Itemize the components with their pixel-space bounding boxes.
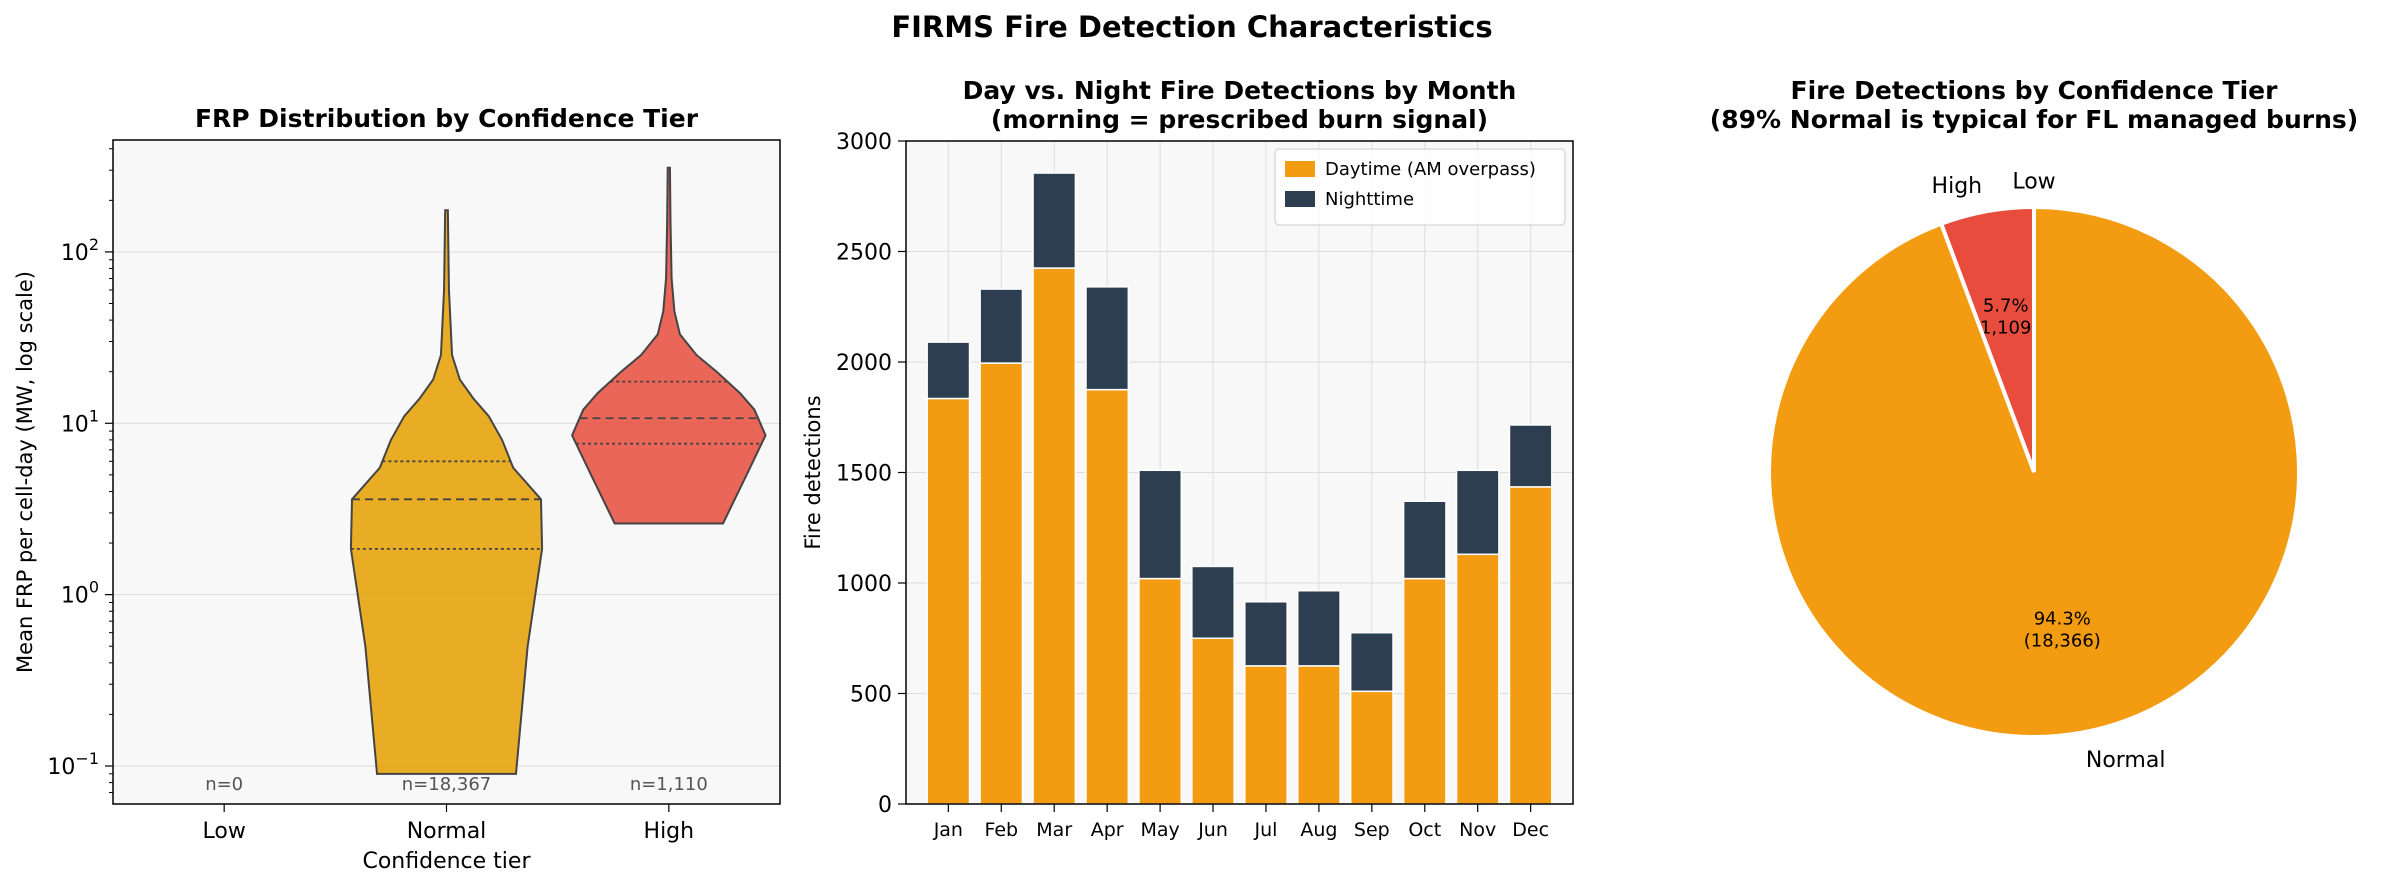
legend-label: Daytime (AM overpass)	[1325, 159, 1536, 180]
bar-night-jul	[1244, 601, 1288, 667]
bar-night-aug	[1296, 589, 1341, 667]
y-tick-label: 10−1	[47, 749, 99, 780]
bar-day-nov	[1455, 553, 1500, 805]
violin-high	[571, 166, 767, 525]
bar-night-jan	[926, 341, 971, 400]
x-tick-label: Oct	[1408, 819, 1441, 841]
x-tick-label: High	[644, 819, 695, 844]
count-label: n=0	[205, 774, 243, 795]
x-tick-label: Normal	[407, 819, 487, 844]
x-tick-label: Nov	[1459, 819, 1496, 841]
pie-slice-normal	[1767, 204, 2301, 739]
legend-swatch	[1285, 191, 1315, 207]
x-tick-label: May	[1140, 819, 1179, 841]
y-tick-label: 2500	[836, 241, 892, 266]
pie-pct-high: 5.7%	[1983, 296, 2029, 317]
bar-day-dec	[1508, 486, 1553, 805]
bar-night-sep	[1349, 631, 1394, 693]
bar-day-may	[1138, 577, 1183, 805]
chart-title: Fire Detections by Confidence Tier	[1791, 76, 2279, 105]
stacked-bar-chart: 0 500 1000 1500 2000 2500 3000 Jan Feb Mar Apr May J…	[801, 76, 1574, 841]
pie-label-normal: Normal	[2086, 748, 2166, 773]
violin-normal	[349, 209, 544, 775]
chart-subtitle: (89% Normal is typical for FL managed bu…	[1710, 105, 2358, 134]
y-tick-label: 102	[61, 235, 99, 266]
y-axis-label: Mean FRP per cell-day (MW, log scale)	[13, 271, 37, 673]
pie-label-low: Low	[2012, 170, 2055, 195]
x-tick-label: Jan	[933, 819, 963, 841]
bar-day-jan	[926, 397, 971, 805]
x-tick-label: Low	[203, 819, 246, 844]
y-tick-label: 3000	[836, 130, 892, 155]
y-tick-label: 1000	[836, 572, 892, 597]
x-axis-label: Confidence tier	[362, 849, 531, 874]
y-tick-label: 0	[878, 793, 892, 818]
chart-title: Day vs. Night Fire Detections by Month	[963, 76, 1517, 105]
bar-night-jun	[1191, 565, 1235, 639]
count-label: n=1,110	[630, 774, 708, 795]
bar-night-oct	[1402, 500, 1447, 580]
bar-day-jul	[1244, 665, 1288, 805]
x-tick-label: Jun	[1197, 819, 1228, 841]
legend-swatch	[1285, 161, 1315, 177]
pie-count-high: (1,109)	[1973, 318, 2039, 339]
x-tick-label: Apr	[1091, 819, 1124, 841]
y-tick-label: 101	[61, 406, 99, 437]
y-axis-label: Fire detections	[801, 395, 825, 549]
pie-label-high: High	[1932, 174, 1983, 199]
x-tick-label: Feb	[984, 819, 1018, 841]
bar-day-oct	[1402, 577, 1447, 805]
y-tick-label: 500	[850, 683, 892, 708]
chart-subtitle: (morning = prescribed burn signal)	[991, 105, 1488, 134]
chart-title: FRP Distribution by Confidence Tier	[195, 104, 699, 133]
y-tick-label: 1500	[836, 462, 892, 487]
bar-day-aug	[1296, 665, 1341, 805]
bar-night-mar	[1032, 172, 1077, 269]
count-label: n=18,367	[402, 774, 491, 795]
x-tick-label: Mar	[1036, 819, 1072, 841]
x-tick-label: Dec	[1512, 819, 1549, 841]
x-tick-label: Sep	[1354, 819, 1390, 841]
x-tick-label: Aug	[1300, 819, 1337, 841]
pie-chart: Fire Detections by Confidence Tier(89% N…	[1710, 76, 2358, 773]
violin-chart: 10−1 100 101 102 n=0 n=18,367 n=1,110 Low Normal…	[13, 104, 781, 874]
figure-suptitle: FIRMS Fire Detection Characteristics	[891, 10, 1492, 44]
y-tick-label: 100	[61, 578, 99, 609]
bar-day-mar	[1032, 267, 1077, 805]
bar-day-jun	[1191, 637, 1235, 805]
plot-frame	[905, 140, 1574, 805]
legend	[1274, 148, 1566, 226]
bar-day-apr	[1085, 388, 1130, 805]
bar-day-feb	[979, 362, 1024, 805]
bar-day-sep	[1349, 690, 1394, 805]
x-tick-label: Jul	[1253, 819, 1277, 841]
bar-night-nov	[1455, 469, 1500, 556]
bar-night-feb	[979, 288, 1024, 364]
y-tick-label: 2000	[836, 351, 892, 376]
pie-pct-normal: 94.3%	[2034, 608, 2091, 629]
pie-count-normal: (18,366)	[2024, 630, 2101, 651]
legend-label: Nighttime	[1325, 189, 1414, 210]
bar-night-may	[1138, 469, 1183, 580]
bar-night-dec	[1508, 424, 1553, 488]
bar-night-apr	[1085, 286, 1130, 391]
